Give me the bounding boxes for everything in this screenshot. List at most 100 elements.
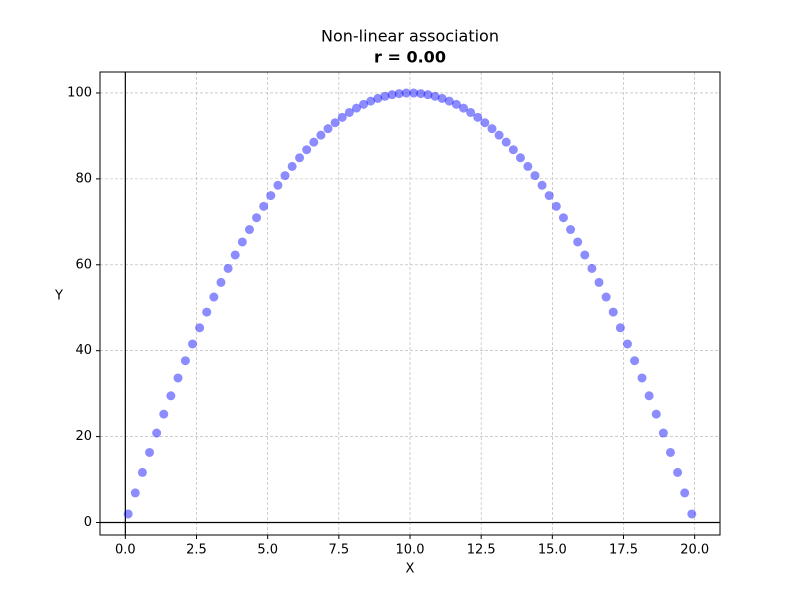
point [515, 153, 525, 163]
point [188, 339, 198, 349]
point [615, 323, 625, 333]
point [601, 292, 611, 302]
point [494, 130, 504, 140]
point [480, 118, 490, 128]
x-tick-label: 7.5 [328, 543, 349, 558]
point [416, 89, 426, 99]
point [537, 180, 547, 190]
point [287, 161, 297, 171]
point [202, 307, 212, 317]
x-tick-label: 17.5 [609, 543, 638, 558]
point [523, 161, 533, 171]
point [159, 409, 169, 419]
point [344, 107, 354, 117]
point [216, 277, 226, 287]
x-tick-label: 20.0 [680, 543, 709, 558]
point [366, 96, 376, 106]
point [658, 428, 668, 438]
point [473, 112, 483, 122]
point [459, 103, 469, 113]
point [273, 180, 283, 190]
point [266, 191, 276, 201]
point [587, 263, 597, 273]
point [137, 467, 147, 477]
point [330, 118, 340, 128]
point [444, 96, 454, 106]
point [644, 391, 654, 401]
point [394, 89, 404, 99]
point [530, 171, 540, 181]
y-axis-label: Y [54, 289, 63, 304]
chart-subtitle: r = 0.00 [374, 48, 446, 67]
point [380, 91, 390, 101]
point [637, 373, 647, 383]
point [173, 373, 183, 383]
point [430, 91, 440, 101]
point [409, 88, 419, 98]
x-tick-label: 5.0 [257, 543, 278, 558]
point [259, 201, 269, 211]
point [387, 90, 397, 100]
y-tick-label: 40 [75, 343, 92, 358]
point [665, 447, 675, 457]
point [244, 225, 254, 235]
point [373, 93, 383, 103]
point [401, 88, 411, 98]
chart-title: Non-linear association [321, 27, 499, 46]
point [230, 250, 240, 260]
point [302, 145, 312, 155]
x-tick-label: 2.5 [186, 543, 207, 558]
point [295, 153, 305, 163]
x-tick-label: 0.0 [115, 543, 136, 558]
point [501, 137, 511, 147]
point [359, 99, 369, 109]
point [237, 237, 247, 247]
point [351, 103, 361, 113]
point [437, 93, 447, 103]
point [608, 307, 618, 317]
point [323, 124, 333, 134]
plot-frame [99, 71, 721, 536]
point [651, 409, 661, 419]
x-axis-label: X [406, 562, 415, 577]
point [551, 201, 561, 211]
point [309, 137, 319, 147]
point [166, 391, 176, 401]
point [508, 145, 518, 155]
point [180, 356, 190, 366]
point [152, 428, 162, 438]
y-tick-label: 100 [67, 85, 92, 100]
point [337, 112, 347, 122]
x-tick-label: 10.0 [396, 543, 425, 558]
y-tick-label: 0 [84, 515, 92, 530]
y-tick-label: 20 [75, 429, 92, 444]
point [451, 99, 461, 109]
y-tick-label: 80 [75, 171, 92, 186]
point [566, 225, 576, 235]
point [280, 171, 290, 181]
point [580, 250, 590, 260]
point [209, 292, 219, 302]
point [145, 447, 155, 457]
point [423, 90, 433, 100]
point [466, 107, 476, 117]
point [223, 263, 233, 273]
point [573, 237, 583, 247]
point [487, 124, 497, 134]
point [316, 130, 326, 140]
y-tick-label: 60 [75, 257, 92, 272]
point [130, 488, 140, 498]
point [687, 509, 697, 519]
point [680, 488, 690, 498]
point [594, 277, 604, 287]
x-tick-label: 12.5 [467, 543, 496, 558]
point [123, 509, 133, 519]
point [630, 356, 640, 366]
point [558, 213, 568, 223]
point [673, 467, 683, 477]
x-tick-label: 15.0 [538, 543, 567, 558]
point [622, 339, 632, 349]
point [252, 213, 262, 223]
point [195, 323, 205, 333]
